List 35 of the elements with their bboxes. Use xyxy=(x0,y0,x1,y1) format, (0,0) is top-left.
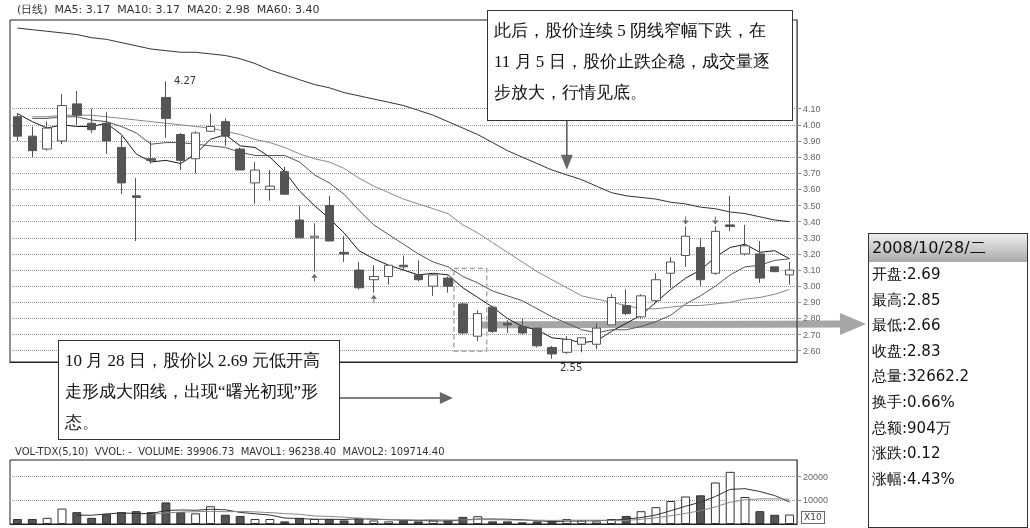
text: 开盘:2.69 xyxy=(872,264,942,285)
y-tick-label: 4.10 xyxy=(803,103,821,114)
annotation: 10 月 28 日，股价以 2.69 元低开高走形成大阳线，出现“曙光初现”形态。 xyxy=(58,340,340,440)
y-tick-label: 2.70 xyxy=(803,329,821,340)
text: 收盘:2.83 xyxy=(872,340,942,362)
annotation: 4.27 xyxy=(173,75,197,87)
y-tick-label: 2.90 xyxy=(803,297,821,308)
y-tick-label: 2.80 xyxy=(803,313,821,324)
annotation: 2.55 xyxy=(559,361,583,373)
chart-title: (日线) MA5: 3.17 MA10: 3.17 MA20: 2.98 MA60: 3.40 xyxy=(17,3,320,16)
annotation: 此后，股价连续 5 阴线窄幅下跌，在 11 月 5 日，股价止跌企稳，成交量逐步放大，行情见底。 xyxy=(487,10,793,121)
text: X10 xyxy=(801,511,825,524)
y-tick-label: 3.60 xyxy=(803,184,821,195)
y-tick-label: 3.80 xyxy=(803,152,821,163)
y-tick-label: 20000 xyxy=(803,471,829,482)
text: 2008/10/28/二 xyxy=(869,234,1027,262)
y-tick-label: 3.40 xyxy=(803,216,821,227)
y-tick-label: 3.70 xyxy=(803,168,821,179)
y-tick-label: 3.90 xyxy=(803,135,821,146)
y-tick-label: 10000 xyxy=(803,495,829,506)
text: 最高:2.85 xyxy=(872,289,942,311)
text: 总量:32662.2 xyxy=(872,366,971,388)
text: 最低:2.66 xyxy=(872,315,942,337)
y-tick-label: 4.00 xyxy=(803,119,821,130)
y-tick-label: 3.20 xyxy=(803,248,821,259)
text: 涨跌:0.12 xyxy=(872,443,942,465)
y-tick-label: 3.10 xyxy=(803,265,821,276)
text: 总额:904万 xyxy=(872,417,952,439)
text: 涨幅:4.43% xyxy=(872,468,956,490)
text: 换手:0.66% xyxy=(872,391,956,413)
chart-title: VOL-TDX(5,10) VVOL: - VOLUME: 39906.73 MAVOL1: 96238.40 MAVOL2: 109714.40 xyxy=(15,445,445,457)
y-tick-label: 3.50 xyxy=(803,200,821,211)
y-tick-label: 3.00 xyxy=(803,281,821,292)
y-tick-label: 2.60 xyxy=(803,345,821,356)
y-tick-label: 3.30 xyxy=(803,232,821,243)
